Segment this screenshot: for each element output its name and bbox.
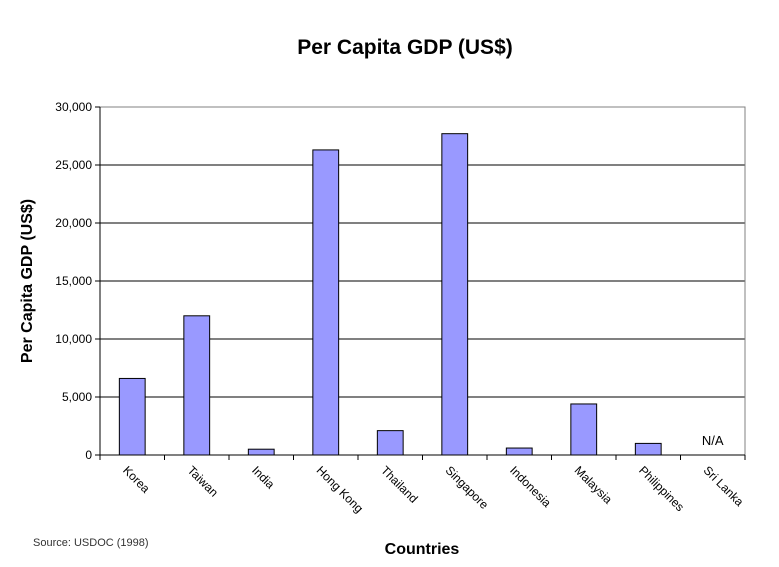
x-axis-ticks: Korea Taiwan India Hong Kong Thailand Singapo… — [99, 455, 747, 516]
x-tick-label: Sri Lanka — [701, 463, 747, 509]
x-axis-title: Countries — [385, 541, 460, 558]
y-tick-label: 25,000 — [55, 158, 92, 172]
chart-title: Per Capita GDP (US$) — [297, 36, 513, 59]
y-tick-label: 5,000 — [62, 390, 92, 404]
x-tick-label: Taiwan — [185, 463, 221, 499]
bar — [570, 403, 598, 456]
bar — [312, 149, 340, 456]
bar — [247, 448, 275, 456]
y-axis-ticks: 0 5,000 10,000 15,000 20,000 25,000 30,000 — [55, 100, 100, 462]
bar — [376, 430, 404, 456]
x-tick-label: Singapore — [443, 463, 492, 512]
bars: N/A — [118, 133, 724, 456]
source-note: Source: USDOC (1998) — [33, 537, 149, 549]
bar — [118, 377, 146, 456]
x-tick-label: Philippines — [636, 463, 687, 514]
y-tick-label: 20,000 — [55, 216, 92, 230]
bar — [634, 442, 662, 456]
y-tick-label: 0 — [85, 448, 92, 462]
y-tick-label: 30,000 — [55, 100, 92, 114]
x-tick-label: Indonesia — [507, 463, 554, 510]
x-tick-label: Hong Kong — [314, 463, 366, 515]
y-axis-title: Per Capita GDP (US$) — [19, 199, 36, 363]
y-tick-label: 15,000 — [55, 274, 92, 288]
y-tick-label: 10,000 — [55, 332, 92, 346]
x-tick-label: Malaysia — [572, 463, 616, 507]
missing-value-label: N/A — [702, 433, 724, 448]
x-tick-label: Korea — [120, 463, 153, 496]
bar — [441, 133, 469, 456]
bar — [505, 447, 533, 456]
x-tick-label: Thailand — [378, 463, 420, 505]
bar — [183, 315, 211, 456]
x-tick-label: India — [249, 463, 278, 492]
